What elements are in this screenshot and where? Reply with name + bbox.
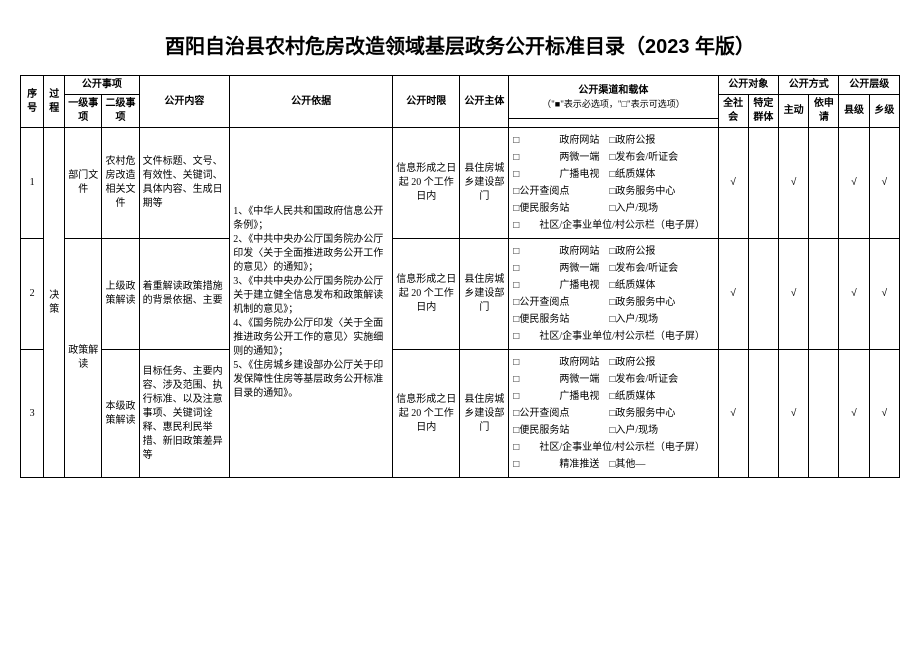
cell-mark: √ bbox=[718, 128, 748, 239]
cell-time: 信息形成之日起 20 个工作日内 bbox=[393, 239, 460, 350]
cell-channels: □ 政府网站 □政府公报 □ 两微一端 □发布会/听证会 □ 广播电视 □纸质媒… bbox=[509, 239, 718, 350]
cell-channels: □ 政府网站 □政府公报 □ 两微一端 □发布会/听证会 □ 广播电视 □纸质媒… bbox=[509, 128, 718, 239]
h-channel-note: （"■"表示必选项，"□"表示可选项） bbox=[512, 98, 714, 111]
cell-level2: 农村危房改造相关文件 bbox=[102, 128, 139, 239]
cell-mark: √ bbox=[779, 128, 809, 239]
h-channel-title: 公开渠道和载体 bbox=[512, 84, 714, 98]
cell-subject: 县住房城乡建设部门 bbox=[460, 350, 509, 478]
cell-mark bbox=[809, 239, 839, 350]
h-method-apply: 依申请 bbox=[809, 95, 839, 128]
h-process: 过程 bbox=[44, 76, 65, 128]
cell-mark bbox=[748, 128, 778, 239]
cell-level1: 部门文件 bbox=[65, 128, 102, 239]
h-target-spec: 特定群体 bbox=[748, 95, 778, 128]
cell-mark: √ bbox=[869, 128, 899, 239]
cell-mark: √ bbox=[718, 239, 748, 350]
cell-content: 文件标题、文号、有效性、关键词、具体内容、生成日期等 bbox=[139, 128, 230, 239]
cell-mark: √ bbox=[839, 239, 869, 350]
h-channel-spacer bbox=[509, 118, 718, 127]
page-title: 酉阳自治县农村危房改造领域基层政务公开标准目录（2023 年版） bbox=[20, 30, 900, 59]
h-method-active: 主动 bbox=[779, 95, 809, 128]
h-level1: 一级事项 bbox=[65, 95, 102, 128]
cell-mark: √ bbox=[779, 350, 809, 478]
h-level2: 二级事项 bbox=[102, 95, 139, 128]
h-target: 公开对象 bbox=[718, 76, 778, 95]
cell-mark: √ bbox=[839, 350, 869, 478]
cell-mark: √ bbox=[869, 239, 899, 350]
cell-basis: 1、《中华人民共和国政府信息公开条例》； 2、《中共中央办公厅国务院办公厅印发〈… bbox=[230, 128, 393, 478]
cell-mark: √ bbox=[869, 350, 899, 478]
h-target-all: 全社会 bbox=[718, 95, 748, 128]
cell-seq: 2 bbox=[21, 239, 44, 350]
h-content: 公开内容 bbox=[139, 76, 230, 128]
cell-channels: □ 政府网站 □政府公报 □ 两微一端 □发布会/听证会 □ 广播电视 □纸质媒… bbox=[509, 350, 718, 478]
h-hier-town: 乡级 bbox=[869, 95, 899, 128]
table-row: 1 决策 部门文件 农村危房改造相关文件 文件标题、文号、有效性、关键词、具体内… bbox=[21, 128, 900, 239]
cell-seq: 1 bbox=[21, 128, 44, 239]
h-hier-county: 县级 bbox=[839, 95, 869, 128]
cell-level2: 上级政策解读 bbox=[102, 239, 139, 350]
cell-process: 决策 bbox=[44, 128, 65, 478]
header-row-1: 序号 过程 公开事项 公开内容 公开依据 公开时限 公开主体 公开渠道和载体 （… bbox=[21, 76, 900, 95]
h-subject: 公开主体 bbox=[460, 76, 509, 128]
h-hier: 公开层级 bbox=[839, 76, 900, 95]
cell-subject: 县住房城乡建设部门 bbox=[460, 128, 509, 239]
h-channel: 公开渠道和载体 （"■"表示必选项，"□"表示可选项） bbox=[509, 76, 718, 119]
h-basis: 公开依据 bbox=[230, 76, 393, 128]
cell-time: 信息形成之日起 20 个工作日内 bbox=[393, 350, 460, 478]
h-seq: 序号 bbox=[21, 76, 44, 128]
cell-time: 信息形成之日起 20 个工作日内 bbox=[393, 128, 460, 239]
cell-content: 目标任务、主要内容、涉及范围、执行标准、以及注意事项、关键词诠释、惠民利民举措、… bbox=[139, 350, 230, 478]
cell-mark: √ bbox=[779, 239, 809, 350]
table-row: 3 本级政策解读 目标任务、主要内容、涉及范围、执行标准、以及注意事项、关键词诠… bbox=[21, 350, 900, 478]
cell-mark bbox=[748, 239, 778, 350]
table-row: 2 政策解读 上级政策解读 着重解读政策措施的背景依据、主要 信息形成之日起 2… bbox=[21, 239, 900, 350]
h-method: 公开方式 bbox=[779, 76, 839, 95]
h-matter: 公开事项 bbox=[65, 76, 139, 95]
cell-mark bbox=[809, 350, 839, 478]
cell-mark: √ bbox=[839, 128, 869, 239]
h-time: 公开时限 bbox=[393, 76, 460, 128]
catalog-table: 序号 过程 公开事项 公开内容 公开依据 公开时限 公开主体 公开渠道和载体 （… bbox=[20, 75, 900, 478]
cell-mark bbox=[748, 350, 778, 478]
cell-mark: √ bbox=[718, 350, 748, 478]
cell-content: 着重解读政策措施的背景依据、主要 bbox=[139, 239, 230, 350]
cell-subject: 县住房城乡建设部门 bbox=[460, 239, 509, 350]
cell-mark bbox=[809, 128, 839, 239]
cell-seq: 3 bbox=[21, 350, 44, 478]
cell-level1: 政策解读 bbox=[65, 239, 102, 478]
cell-level2: 本级政策解读 bbox=[102, 350, 139, 478]
